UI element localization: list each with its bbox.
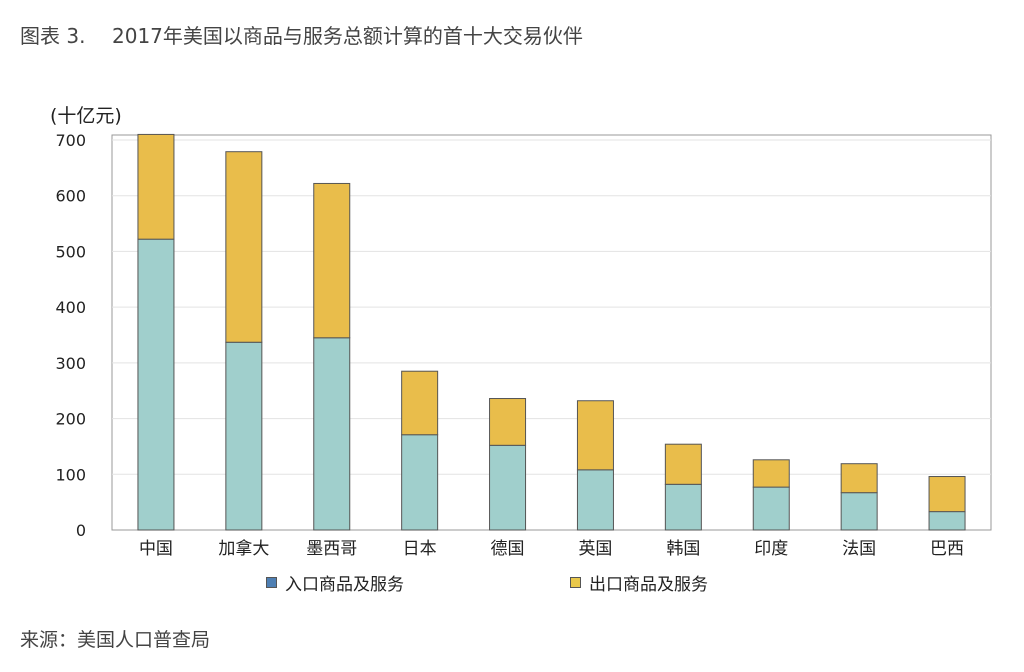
bar-segment-exports [137,133,175,240]
bar-segment-imports [401,434,439,531]
y-tick-label: 0 [76,521,86,540]
x-category-label: 中国 [139,539,173,559]
bar-segment-exports [489,398,527,446]
bar-segment-imports [840,492,878,531]
bar-segment-imports [225,341,263,531]
x-category-label: 韩国 [666,539,700,559]
bar-segment-imports [664,483,702,531]
y-tick-label: 600 [55,187,86,206]
bar-segment-exports [401,370,439,436]
bar-segment-exports [664,443,702,485]
legend-item-exports: 出口商品及服务 [570,570,708,595]
bar-segment-exports [752,459,790,488]
y-axis-unit-label: (十亿元) [50,105,122,127]
x-category-label: 日本 [403,539,437,559]
x-category-label: 印度 [754,539,788,559]
figure-number: 图表 3. [20,24,86,48]
bar-chart: 0 100 200 300 400 500 600 700 中国 加拿大 墨西哥 日本 德国 英国 韩国 印度… [55,131,992,559]
x-category-label: 德国 [491,539,525,559]
y-tick-label: 200 [55,410,86,429]
legend-swatch-exports [570,577,581,588]
legend-item-imports: 入口商品及服务 [266,570,404,595]
bar-segment-exports [928,476,966,513]
y-tick-label: 100 [55,465,86,484]
bar-segment-imports [137,238,175,531]
plot-frame [111,134,992,531]
x-category-label: 英国 [578,539,612,559]
y-tick-label: 400 [55,298,86,317]
legend-label-exports: 出口商品及服务 [589,575,708,595]
bar-segment-imports [928,511,966,531]
legend-swatch-imports [266,577,277,588]
source-note: 来源：美国人口普查局 [20,629,211,651]
y-tick-label: 700 [55,131,86,150]
figure-title: 图表 3. 2017年美国以商品与服务总额计算的首十大交易伙伴 [20,20,583,49]
bar-segment-exports [225,151,263,343]
bar-segment-imports [489,444,527,531]
bar-segment-imports [752,486,790,531]
bar-segment-exports [840,463,878,494]
figure-title-text: 2017年美国以商品与服务总额计算的首十大交易伙伴 [112,24,583,48]
bar-segment-exports [313,182,351,339]
x-category-label: 加拿大 [218,538,269,559]
bar-segment-imports [576,469,614,531]
y-tick-label: 500 [55,242,86,261]
x-category-label: 墨西哥 [306,539,357,559]
x-category-label: 巴西 [930,539,964,559]
x-category-label: 法国 [842,539,876,559]
y-tick-label: 300 [55,354,86,373]
bar-segment-exports [576,400,614,471]
legend-label-imports: 入口商品及服务 [285,575,404,595]
bar-segment-imports [313,337,351,531]
